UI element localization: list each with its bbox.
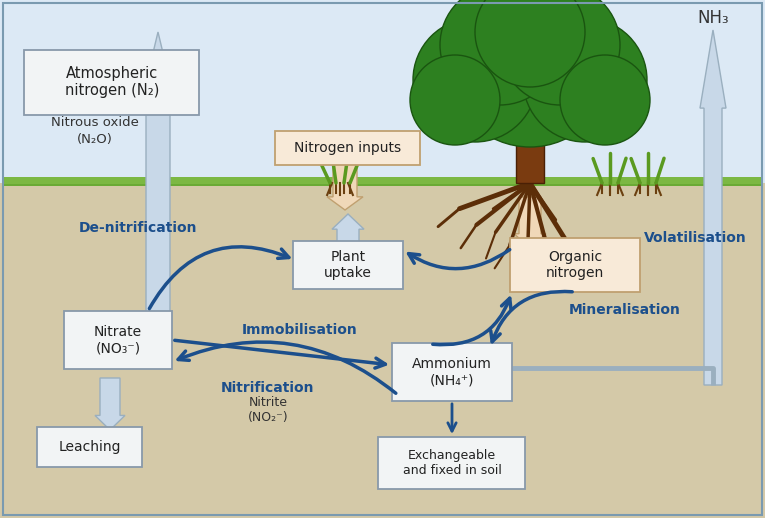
Text: Immobilisation: Immobilisation xyxy=(243,323,358,337)
Text: De-nitrification: De-nitrification xyxy=(79,221,197,235)
Polygon shape xyxy=(332,214,364,283)
Text: Exchangeable
and fixed in soil: Exchangeable and fixed in soil xyxy=(402,449,501,477)
Text: Atmospheric
nitrogen (N₂): Atmospheric nitrogen (N₂) xyxy=(65,66,159,98)
Text: (NO₂⁻): (NO₂⁻) xyxy=(248,411,288,424)
Polygon shape xyxy=(141,32,175,355)
FancyBboxPatch shape xyxy=(37,427,142,467)
Circle shape xyxy=(440,0,560,105)
Bar xyxy=(3,184,762,186)
Circle shape xyxy=(410,55,500,145)
Text: Mineralisation: Mineralisation xyxy=(569,303,681,317)
Circle shape xyxy=(560,55,650,145)
Text: Plant
uptake: Plant uptake xyxy=(324,250,372,280)
Circle shape xyxy=(475,0,585,87)
Text: Ammonium
(NH₄⁺): Ammonium (NH₄⁺) xyxy=(412,357,492,387)
Text: Organic
nitrogen: Organic nitrogen xyxy=(546,250,604,280)
Bar xyxy=(0,0,765,183)
FancyBboxPatch shape xyxy=(293,241,403,289)
Polygon shape xyxy=(327,163,363,210)
Text: NH₃: NH₃ xyxy=(697,9,729,27)
Text: Nitrous oxide: Nitrous oxide xyxy=(51,117,139,130)
Circle shape xyxy=(448,0,612,147)
FancyBboxPatch shape xyxy=(64,311,172,369)
FancyBboxPatch shape xyxy=(510,238,640,292)
FancyBboxPatch shape xyxy=(24,50,200,114)
Bar xyxy=(3,177,762,186)
Text: Leaching: Leaching xyxy=(59,440,121,454)
Circle shape xyxy=(413,18,537,142)
FancyBboxPatch shape xyxy=(275,131,421,165)
Polygon shape xyxy=(700,30,726,385)
Circle shape xyxy=(523,18,647,142)
Text: Nitrate
(NO₃⁻): Nitrate (NO₃⁻) xyxy=(94,325,142,355)
Circle shape xyxy=(500,0,620,105)
Polygon shape xyxy=(95,378,125,430)
FancyBboxPatch shape xyxy=(392,343,512,401)
Text: (N₂O): (N₂O) xyxy=(77,134,113,147)
Bar xyxy=(516,90,544,183)
Polygon shape xyxy=(514,197,546,248)
Text: Nitrogen inputs: Nitrogen inputs xyxy=(295,141,402,155)
Text: Nitrification: Nitrification xyxy=(221,381,314,395)
FancyBboxPatch shape xyxy=(379,437,526,489)
Bar xyxy=(0,183,765,518)
Text: Nitrite: Nitrite xyxy=(249,396,288,410)
Text: Volatilisation: Volatilisation xyxy=(643,231,747,245)
